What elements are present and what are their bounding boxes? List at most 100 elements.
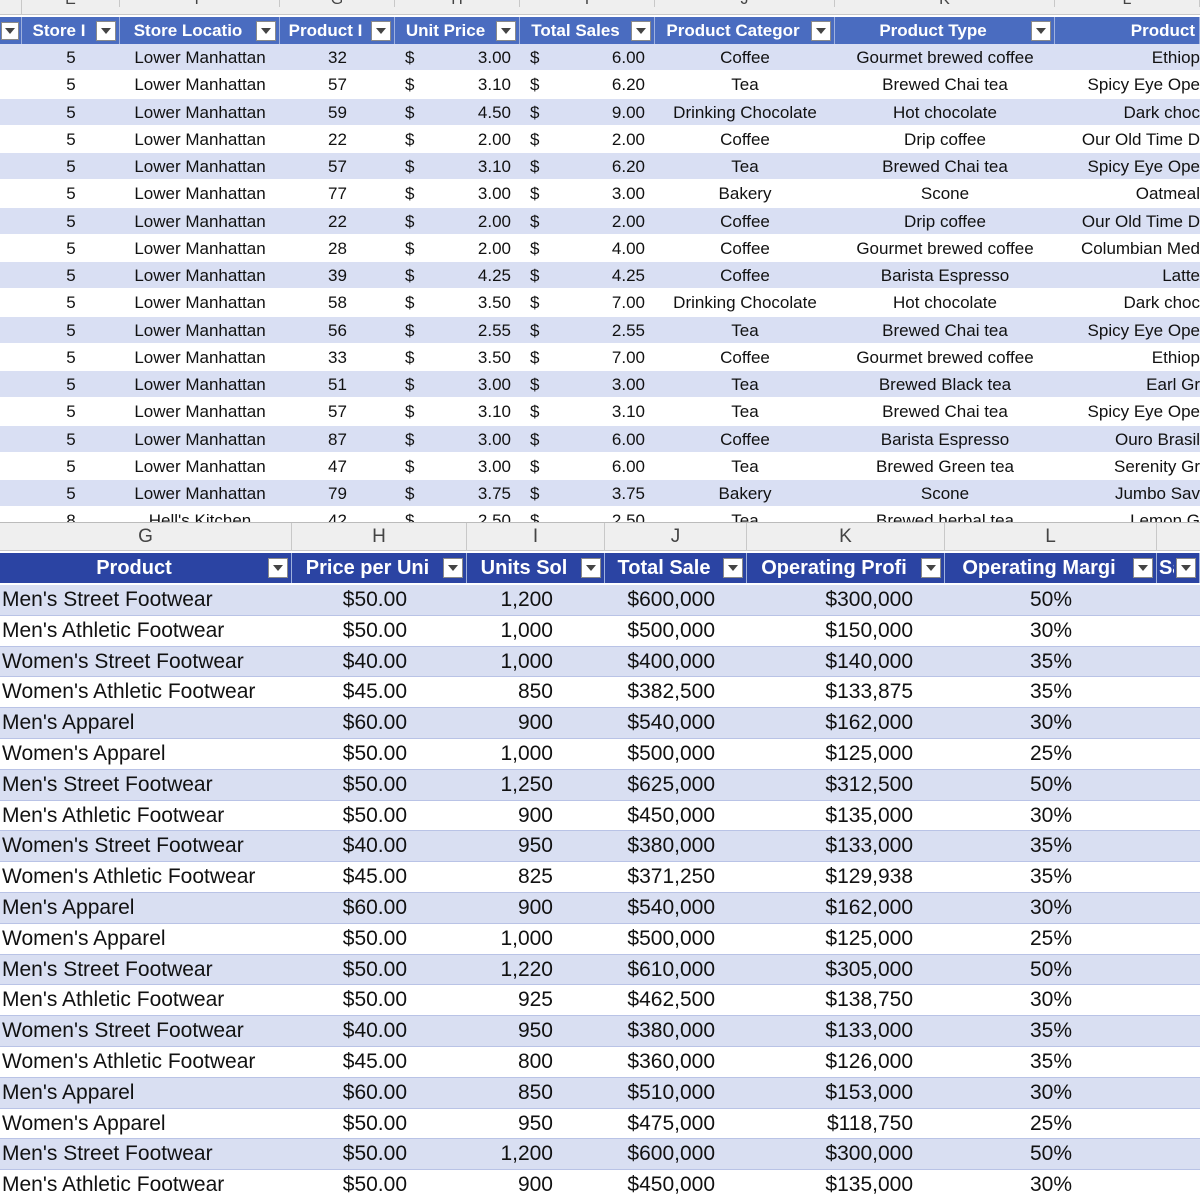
data-row: 5 Lower Manhattan 87 $3.00 $6.00 Coffee Barist… [0, 425, 1200, 453]
cell: Tea [731, 320, 759, 340]
data-row: Women's Athletic Footwear $45.00 800 $360,0… [0, 1047, 1200, 1078]
filter-button[interactable] [631, 20, 651, 41]
cell: 51 [328, 375, 347, 394]
bottom-sheet: G H I J K L Product Price per Uni Units Sol Total… [0, 522, 1200, 1200]
cell: 5 [66, 157, 76, 176]
cell: 1,000 [500, 618, 553, 642]
filter-button[interactable] [581, 558, 601, 578]
column-letter: E [22, 0, 120, 7]
header-cell: Sa [1157, 553, 1200, 583]
column-letter: H [292, 523, 467, 550]
cell: 87 [328, 429, 347, 449]
cell: Coffee [720, 48, 770, 67]
header-cell: Product Categor [655, 17, 835, 44]
data-row: 5 Lower Manhattan 32 $3.00 $6.00 Coffee Gourme… [0, 44, 1200, 72]
data-row: Women's Street Footwear $40.00 950 $380,000… [0, 831, 1200, 863]
cell: $50.00 [342, 618, 407, 642]
cell: 9.00 [611, 102, 645, 122]
cell: $ [405, 320, 415, 340]
cell: $450,000 [627, 803, 715, 827]
filter-button[interactable] [811, 20, 831, 41]
cell: Women's Athletic Footwear [2, 680, 256, 704]
cell: Lower Manhattan [134, 102, 266, 122]
column-letter: F [120, 0, 280, 7]
cell: Dark choc [1123, 293, 1200, 313]
filter-button[interactable] [1, 21, 19, 40]
cell: Spicy Eye Ope [1087, 75, 1200, 95]
header-cell: Operating Margi [945, 553, 1157, 583]
data-row: 5 Lower Manhattan 47 $3.00 $6.00 Tea Brewed Gr… [0, 452, 1200, 480]
cell: Brewed Chai tea [882, 157, 1008, 176]
cell: 950 [517, 1019, 553, 1043]
cell: Tea [731, 511, 759, 522]
filter-button[interactable] [496, 20, 516, 41]
data-row: 5 Lower Manhattan 57 $3.10 $3.10 Tea Brewed Ch… [0, 398, 1200, 426]
cell: 5 [66, 184, 76, 204]
header-cell: Operating Profi [747, 553, 945, 583]
cell: 42 [328, 511, 347, 522]
filter-button[interactable] [268, 558, 288, 578]
header-text: Product Type [879, 21, 987, 40]
cell: Coffee [720, 266, 770, 285]
cell: 57 [328, 75, 347, 95]
cell: Latte [1162, 266, 1200, 285]
cell: Lemon G [1130, 511, 1200, 522]
cell: Coffee [720, 129, 770, 149]
filter-button[interactable] [96, 20, 116, 41]
cell: Our Old Time D [1081, 211, 1200, 231]
header-cell [0, 17, 22, 44]
header-text: Total Sales [531, 21, 620, 40]
cell: 950 [517, 834, 553, 858]
filter-button[interactable] [1031, 20, 1051, 41]
cell: Men's Street Footwear [2, 588, 213, 611]
cell: $ [405, 75, 415, 95]
cell: Spicy Eye Ope [1087, 320, 1200, 340]
cell: Lower Manhattan [134, 484, 266, 503]
cell: 850 [517, 1080, 553, 1104]
data-row: 5 Lower Manhattan 22 $2.00 $2.00 Coffee Drip c… [0, 125, 1200, 153]
cell: $600,000 [627, 1142, 715, 1166]
cell: 3.00 [477, 48, 511, 67]
cell: Men's Street Footwear [2, 772, 213, 796]
cell: $500,000 [627, 926, 715, 950]
filter-button[interactable] [371, 20, 391, 41]
cell: $ [530, 456, 540, 476]
cell: 30% [1029, 1080, 1073, 1104]
header-text: Store I [32, 21, 86, 40]
cell: Tea [731, 402, 759, 422]
cell: Lower Manhattan [134, 184, 266, 204]
filter-button[interactable] [256, 20, 276, 41]
cell: 33 [328, 347, 347, 367]
filter-button[interactable] [921, 558, 941, 578]
cell: $ [530, 129, 540, 149]
cell: 2.00 [611, 129, 645, 149]
header-text: Unit Price [405, 21, 486, 40]
header-text: Units Sol [480, 557, 568, 579]
cell: Gourmet brewed coffee [856, 347, 1034, 367]
header-text: Product [1130, 21, 1195, 40]
cell: 7.00 [611, 347, 645, 367]
cell: $540,000 [627, 896, 715, 919]
filter-button[interactable] [723, 558, 743, 578]
filter-button[interactable] [1133, 558, 1153, 578]
cell: 58 [328, 293, 347, 313]
cell: $50.00 [342, 803, 407, 827]
cell: Hell's Kitchen [148, 511, 252, 522]
cell: $ [530, 511, 540, 522]
cell: $138,750 [825, 988, 913, 1012]
cell: $ [530, 484, 540, 503]
header-cell: Product [1055, 17, 1200, 44]
cell: $ [530, 102, 540, 122]
cell: Drip coffee [904, 211, 986, 231]
filter-button[interactable] [1176, 558, 1196, 578]
cell: Tea [731, 456, 759, 476]
cell: Lower Manhattan [134, 48, 266, 67]
header-text: Operating Margi [962, 557, 1116, 579]
cell: $ [530, 184, 540, 204]
data-row: Men's Athletic Footwear $50.00 1,000 $500,0… [0, 615, 1200, 647]
data-row: 5 Lower Manhattan 57 $3.10 $6.20 Tea Brewed Ch… [0, 71, 1200, 99]
filter-button[interactable] [443, 558, 463, 578]
cell: Women's Street Footwear [2, 1019, 244, 1043]
cell: $305,000 [825, 957, 913, 981]
cell: 56 [328, 320, 347, 340]
